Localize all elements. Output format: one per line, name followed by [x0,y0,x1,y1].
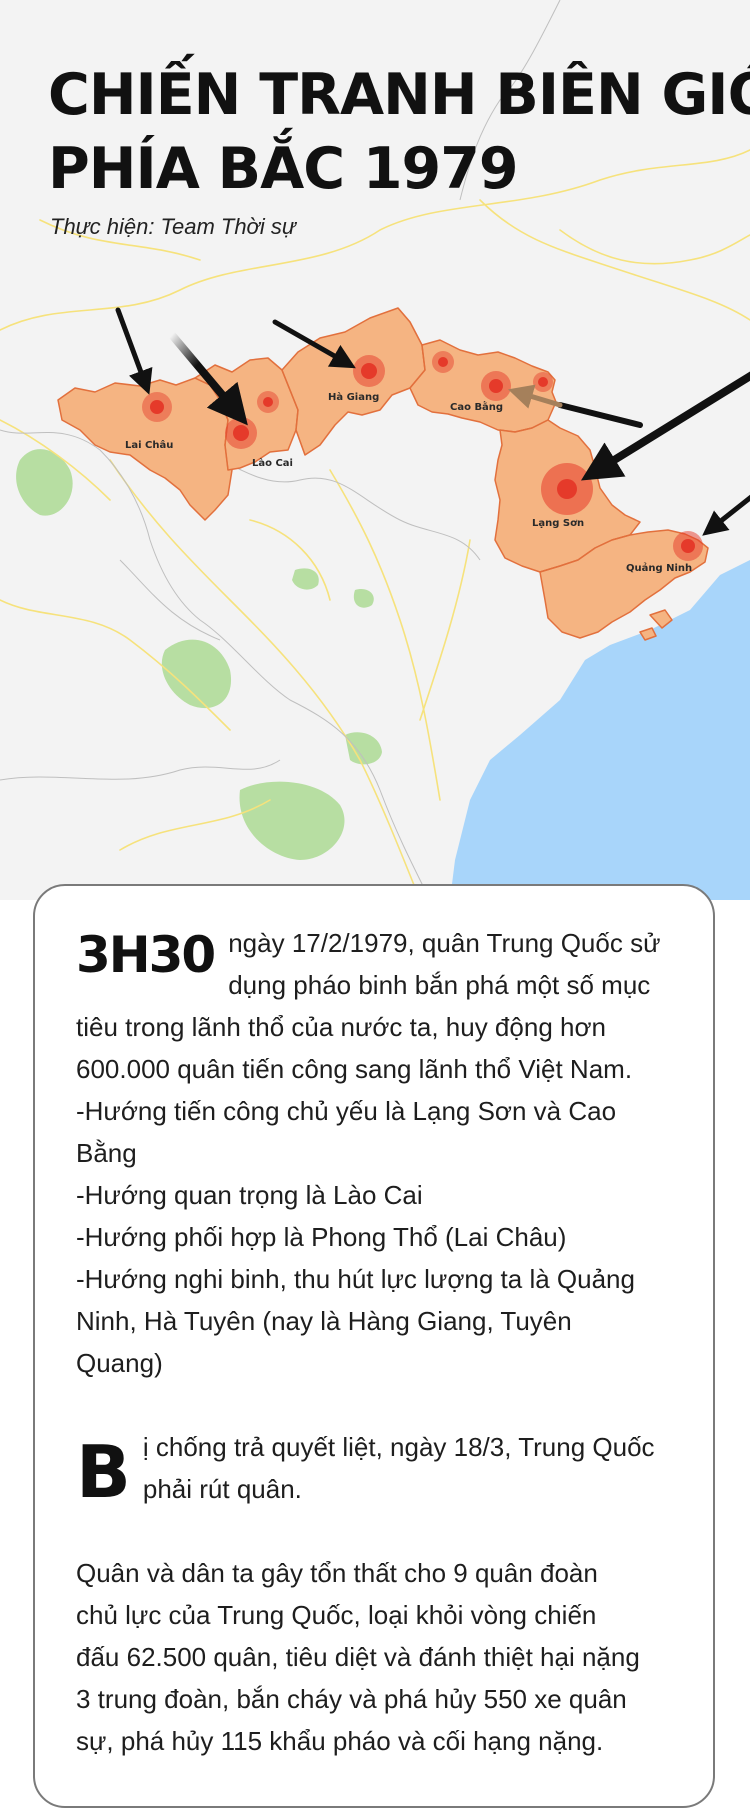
forest-patch [161,639,232,709]
forest-patch [16,449,73,516]
credit: Thực hiện: Team Thời sự [50,214,296,239]
text-line: chủ lực của Trung Quốc, loại khỏi vòng c… [76,1600,597,1630]
text-line: Ninh, Hà Tuyên (nay là Hàng Giang, Tuyên [76,1306,572,1336]
island [639,627,657,641]
text-line: Quân và dân ta gây tổn thất cho 9 quân đ… [76,1558,598,1588]
text-line: phải rút quân. [142,1474,302,1504]
text-line: -Hướng tiến công chủ yếu là Lạng Sơn và … [76,1096,617,1126]
marker-ha-giang-2 [438,357,448,367]
paragraph-3: Quân và dân ta gây tổn thất cho 9 quân đ… [76,1552,686,1762]
title-line-1: CHIẾN TRANH BIÊN GIỚI [48,62,750,128]
title-line-2: PHÍA BẮC 1979 [48,136,519,202]
sea [450,560,750,900]
forest-patch [353,589,374,608]
arrow-lang-son [580,371,750,481]
marker-lao-cai [233,425,249,441]
text-line: dụng pháo binh bắn phá một số mục [228,970,651,1000]
label-quang-ninh: Quảng Ninh [626,563,693,574]
marker-cao-bang [489,379,503,393]
article-body: 3H30 ngày 17/2/1979, quân Trung Quốc sử … [76,922,686,1762]
island [649,609,673,629]
forest-patch [292,568,319,590]
map-section: CHIẾN TRANH BIÊN GIỚI PHÍA BẮC 1979 Thực… [0,0,750,900]
marker-quang-ninh [681,539,695,553]
arrow-cao-bang [508,384,563,409]
text-line: Bằng [76,1138,137,1168]
label-cao-bang: Cao Bằng [450,402,504,413]
text-line: -Hướng nghi binh, thu hút lực lượng ta l… [76,1264,635,1294]
text-line: Quang) [76,1348,163,1378]
marker-cao-bang-2 [538,377,548,387]
text-line: đấu 62.500 quân, tiêu diệt và đánh thiệt… [76,1642,640,1672]
article-card: 3H30 ngày 17/2/1979, quân Trung Quốc sử … [33,884,715,1808]
title: CHIẾN TRANH BIÊN GIỚI PHÍA BẮC 1979 [48,58,750,206]
dropcap-letter: B [76,1430,131,1514]
forest-patch [239,781,345,860]
arrow-quang-ninh [702,494,750,536]
marker-lang-son [557,479,577,499]
marker-ha-giang [361,363,377,379]
paragraph-1: 3H30 ngày 17/2/1979, quân Trung Quốc sử … [76,922,686,1384]
text-line: sự, phá hủy 115 khẩu pháo và cối hạng nặ… [76,1726,604,1756]
arrow-lao-cai [168,331,248,426]
label-lao-cai: Lào Cai [252,458,293,469]
text-line: ngày 17/2/1979, quân Trung Quốc sử [228,928,661,958]
label-lang-son: Lạng Sơn [532,518,585,529]
arrow-lai-chau [115,307,153,395]
text-line: -Hướng phối hợp là Phong Thổ (Lai Châu) [76,1222,567,1252]
dropcap-time: 3H30 [76,926,216,984]
text-line: -Hướng quan trọng là Lào Cai [76,1180,423,1210]
retreat-arrow-cao-bang [557,402,643,428]
label-ha-giang: Hà Giang [328,392,380,403]
text-line: 600.000 quân tiến công sang lãnh thổ Việ… [76,1054,633,1084]
marker-lai-chau [150,400,164,414]
text-line: 3 trung đoàn, bắn cháy và phá hủy 550 xe… [76,1684,627,1714]
text-line: ị chống trả quyết liệt, ngày 18/3, Trung… [142,1432,655,1462]
admin-lines [0,0,561,900]
paragraph-2: B ị chống trả quyết liệt, ngày 18/3, Tru… [76,1426,686,1510]
invasion-arrows [115,307,750,536]
border-map [0,0,750,900]
marker-lao-cai-2 [263,397,273,407]
roads [0,149,750,900]
text-line: tiêu trong lãnh thổ của nước ta, huy độn… [76,1012,606,1042]
forest-patch [345,732,382,765]
label-lai-chau: Lai Châu [125,440,174,451]
arrow-ha-giang [272,319,356,369]
